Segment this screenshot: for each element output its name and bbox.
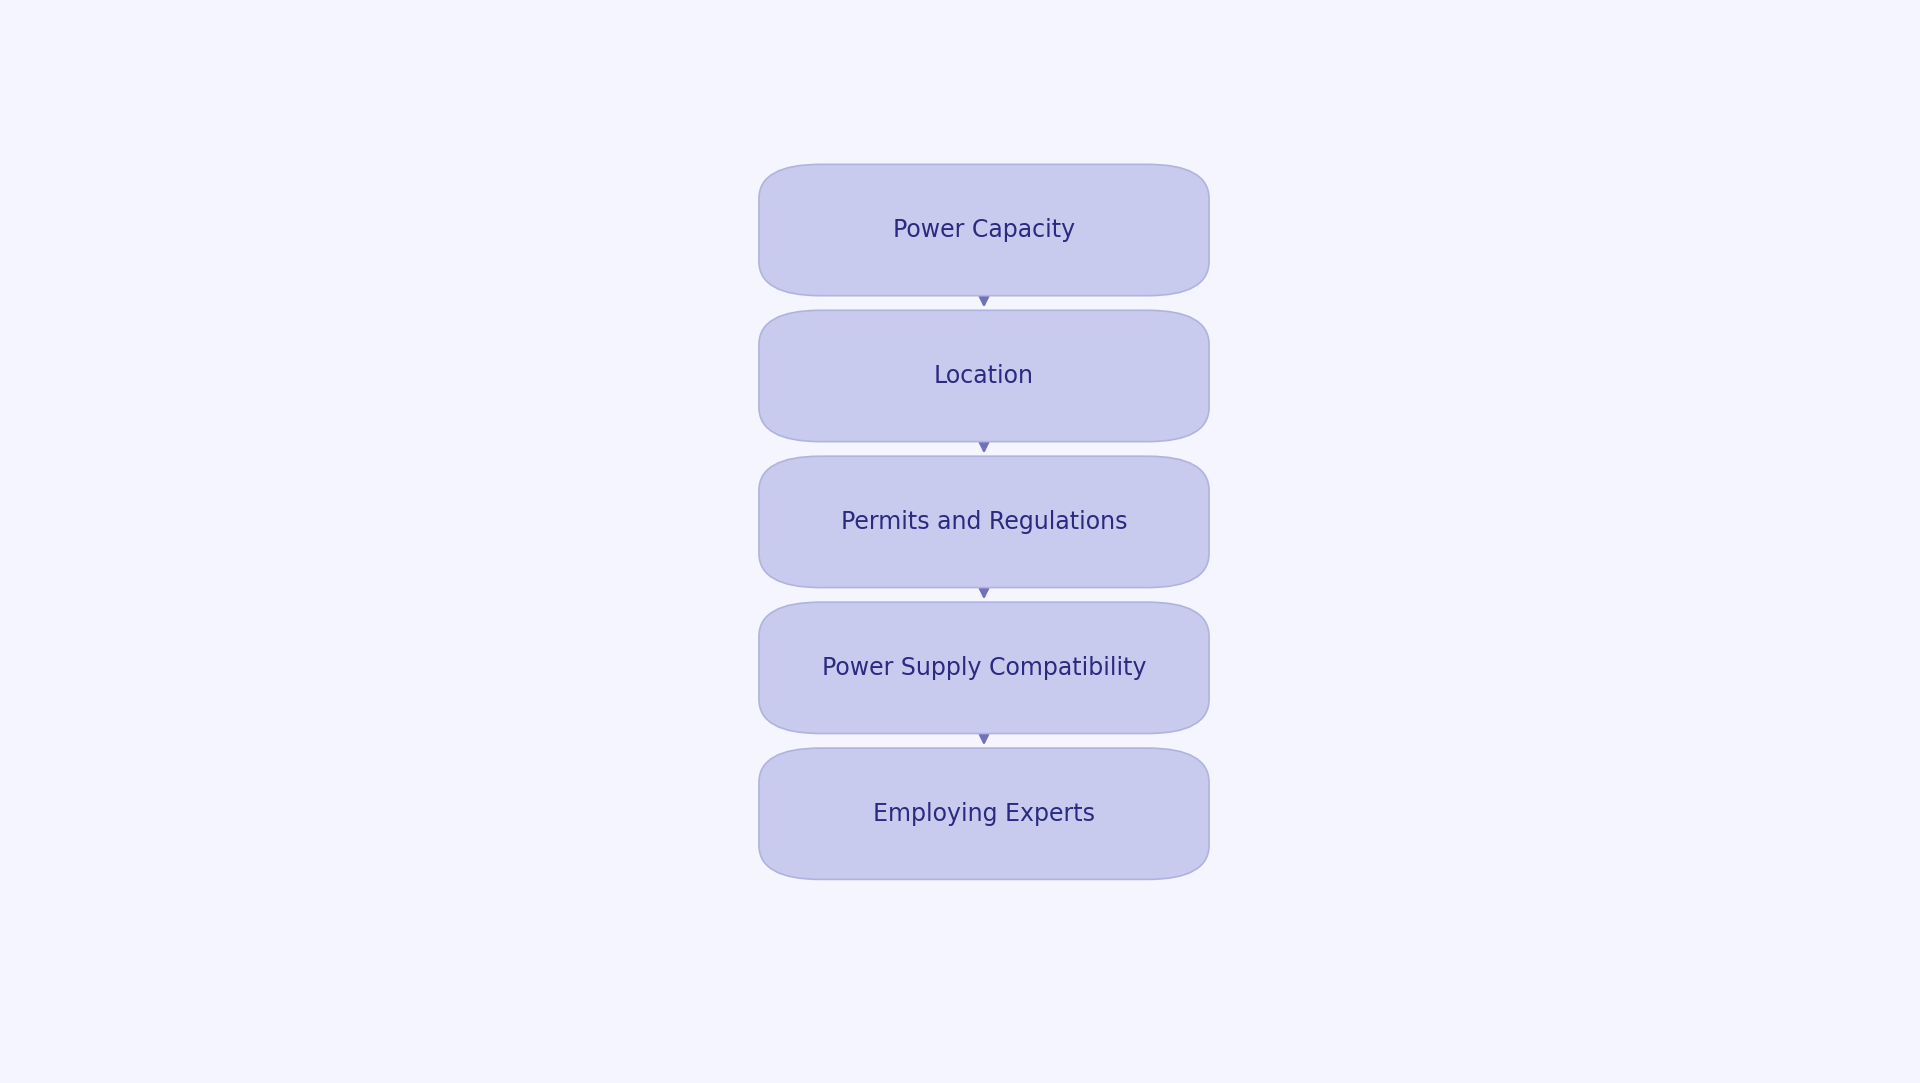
FancyBboxPatch shape: [758, 602, 1210, 733]
Text: Location: Location: [933, 364, 1035, 388]
FancyBboxPatch shape: [758, 456, 1210, 588]
Text: Power Capacity: Power Capacity: [893, 218, 1075, 242]
FancyBboxPatch shape: [758, 748, 1210, 879]
FancyBboxPatch shape: [758, 311, 1210, 442]
Text: Power Supply Compatibility: Power Supply Compatibility: [822, 656, 1146, 680]
Text: Employing Experts: Employing Experts: [874, 801, 1094, 825]
Text: Permits and Regulations: Permits and Regulations: [841, 510, 1127, 534]
FancyBboxPatch shape: [758, 165, 1210, 296]
